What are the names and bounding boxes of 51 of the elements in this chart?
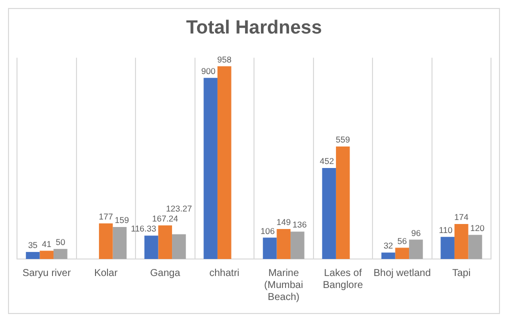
data-label: 123.27 xyxy=(166,203,192,214)
data-label: 559 xyxy=(336,134,350,145)
data-label: 149 xyxy=(276,217,291,228)
data-label: 120 xyxy=(470,222,485,233)
bar xyxy=(336,146,350,259)
data-label: 136 xyxy=(292,220,307,230)
bar xyxy=(468,234,482,259)
bar xyxy=(454,224,468,259)
x-tick-label: Ganga xyxy=(150,268,181,279)
bar xyxy=(98,223,113,259)
data-label: 96 xyxy=(411,228,421,238)
bar xyxy=(322,168,336,259)
bar xyxy=(395,248,410,259)
x-tick-label: Tapi xyxy=(452,268,471,279)
x-tick-label: Kolar xyxy=(94,268,118,279)
data-label: 159 xyxy=(114,215,130,226)
data-label: 452 xyxy=(320,156,334,166)
data-label: 167.24 xyxy=(152,213,178,224)
bar xyxy=(381,252,396,259)
bar xyxy=(40,250,54,259)
data-label: 35 xyxy=(28,240,38,250)
data-label: 32 xyxy=(384,240,394,251)
bar xyxy=(409,240,423,259)
data-label: 116.33 xyxy=(130,224,156,234)
bar xyxy=(144,236,158,259)
x-tick-label: Saryu river xyxy=(22,268,72,279)
x-tick-label: chhatri xyxy=(209,268,240,279)
bar xyxy=(262,238,277,259)
bar xyxy=(54,248,68,259)
x-tick-label: Bhoj wetland xyxy=(373,268,431,279)
bar xyxy=(276,229,291,259)
data-label: 958 xyxy=(217,54,232,64)
bar xyxy=(158,225,172,259)
data-label: 56 xyxy=(397,236,408,246)
data-label: 50 xyxy=(56,237,66,248)
bar xyxy=(172,234,186,259)
data-label: 106 xyxy=(260,226,275,236)
data-label: 110 xyxy=(438,224,453,235)
x-tick-label: Lakes of Banglore xyxy=(322,268,364,291)
bar xyxy=(290,232,304,259)
bar xyxy=(217,66,232,259)
bar xyxy=(26,252,40,259)
data-label: 174 xyxy=(454,212,469,222)
data-label: 41 xyxy=(42,238,52,249)
chart-title: Total Hardness xyxy=(186,18,322,39)
data-label: 900 xyxy=(201,66,216,76)
bar xyxy=(440,236,454,259)
bar xyxy=(204,78,218,259)
x-tick-label: Marine (Mumbai Beach) xyxy=(264,268,304,303)
bar xyxy=(112,227,127,259)
data-label: 177 xyxy=(98,211,114,222)
